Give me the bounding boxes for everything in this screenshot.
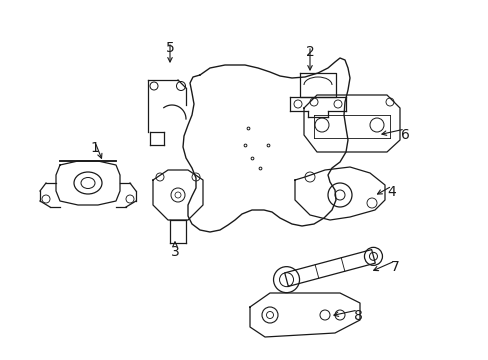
Text: 8: 8 (353, 309, 362, 323)
Text: 3: 3 (170, 245, 179, 259)
Text: 4: 4 (387, 185, 396, 199)
Text: 1: 1 (90, 141, 99, 155)
Text: 2: 2 (305, 45, 314, 59)
Text: 6: 6 (400, 128, 408, 142)
Text: 7: 7 (390, 260, 399, 274)
Text: 5: 5 (165, 41, 174, 55)
